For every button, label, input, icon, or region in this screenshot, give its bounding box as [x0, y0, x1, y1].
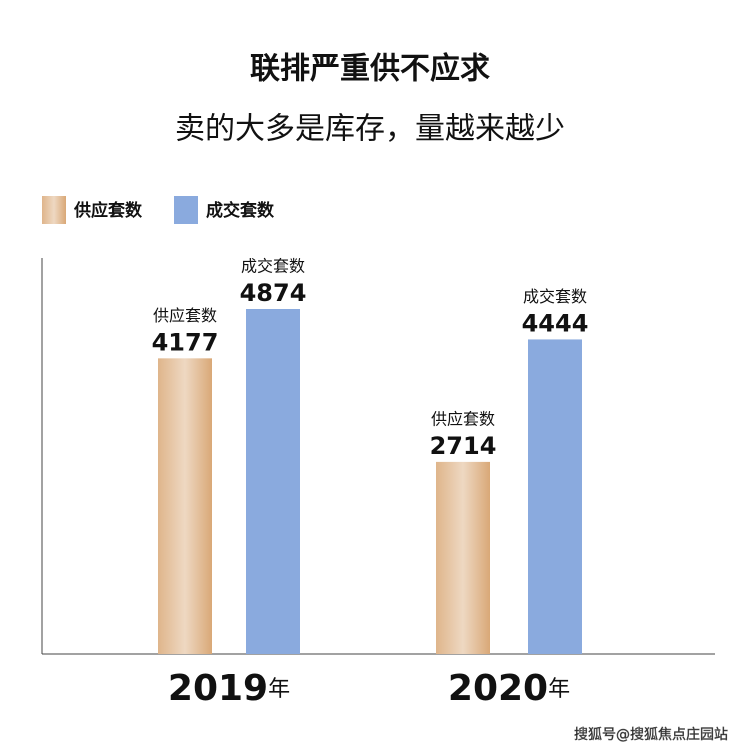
series-label: 成交套数 [523, 287, 587, 306]
value-label: 4177 [152, 328, 219, 356]
x-tick-number: 2019 [168, 668, 268, 709]
x-tick-unit: 年 [548, 677, 570, 702]
x-tick-number: 2020 [448, 668, 548, 709]
watermark: 搜狐号@搜狐焦点庄园站 [574, 726, 728, 743]
legend-swatch [174, 196, 198, 224]
series-label: 供应套数 [153, 306, 217, 325]
bar [436, 461, 490, 654]
x-tick-unit: 年 [268, 677, 290, 702]
value-label: 4444 [522, 309, 589, 337]
series-label: 成交套数 [241, 257, 305, 276]
chart-title: 联排严重供不应求 [250, 52, 490, 87]
value-label: 4874 [240, 279, 307, 307]
legend-swatch [42, 196, 66, 224]
x-tick-label: 2020年 [448, 668, 570, 709]
legend-label: 供应套数 [73, 200, 143, 221]
value-label: 2714 [430, 432, 497, 460]
chart-subtitle: 卖的大多是库存，量越来越少 [175, 112, 565, 147]
series-label: 供应套数 [431, 409, 495, 428]
bar [158, 358, 212, 654]
legend-label: 成交套数 [206, 200, 275, 221]
x-tick-label: 2019年 [168, 668, 290, 709]
bar [528, 339, 582, 654]
bar [246, 309, 300, 654]
